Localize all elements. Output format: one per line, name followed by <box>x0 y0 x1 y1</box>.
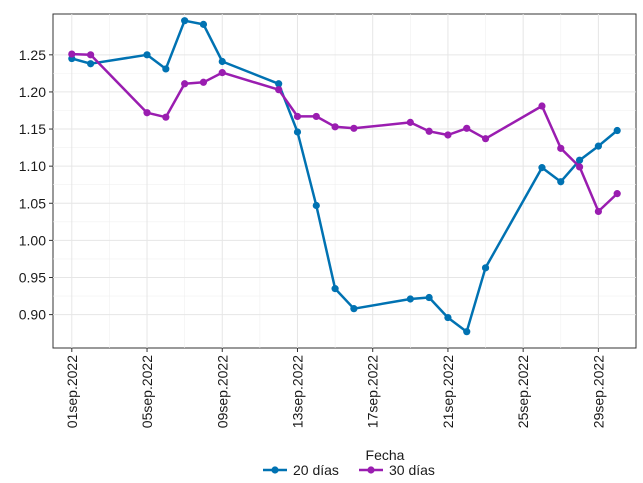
y-tick-label: 0.95 <box>19 269 46 285</box>
data-point-series-2 <box>557 144 565 152</box>
y-tick-label: 0.90 <box>19 307 46 323</box>
data-point-series-1 <box>594 142 602 150</box>
x-tick-label: 01sep.2022 <box>64 355 80 428</box>
x-tick-label: 21sep.2022 <box>440 355 456 428</box>
data-point-series-1 <box>181 17 189 25</box>
data-point-series-2 <box>87 51 95 59</box>
data-point-series-1 <box>87 60 95 68</box>
data-point-series-1 <box>350 305 358 313</box>
data-point-series-2 <box>181 80 189 88</box>
data-point-series-1 <box>199 20 208 28</box>
data-point-series-1 <box>538 164 546 172</box>
data-point-series-1 <box>218 57 226 66</box>
legend-title: Fecha <box>366 447 405 463</box>
data-point-series-1 <box>293 128 302 136</box>
grid-lines <box>53 14 636 348</box>
data-point-series-2 <box>68 50 76 58</box>
data-point-series-2 <box>481 135 490 143</box>
series-lines <box>68 17 621 336</box>
data-point-series-2 <box>350 124 358 132</box>
data-point-series-2 <box>218 69 226 77</box>
y-tick-label: 1.05 <box>19 195 46 211</box>
data-point-series-2 <box>331 123 339 131</box>
data-point-series-1 <box>162 65 170 73</box>
data-point-series-1 <box>444 313 452 322</box>
legend-label: 30 días <box>389 462 435 478</box>
data-point-series-2 <box>594 207 602 216</box>
y-tick-label: 1.25 <box>19 47 46 63</box>
y-tick-label: 1.15 <box>19 121 46 137</box>
data-point-series-2 <box>463 124 471 132</box>
legend-key-point <box>271 466 279 474</box>
x-tick-label: 29sep.2022 <box>590 355 606 428</box>
data-point-series-1 <box>557 178 565 186</box>
data-point-series-2 <box>613 190 621 198</box>
legend-label: 20 días <box>293 462 339 478</box>
plot-panel <box>52 13 637 349</box>
x-tick-label: 13sep.2022 <box>289 355 305 428</box>
data-point-series-2 <box>143 109 151 117</box>
data-point-series-1 <box>312 201 320 210</box>
data-point-series-2 <box>312 112 320 121</box>
x-tick-label: 09sep.2022 <box>214 355 230 428</box>
y-axis: 0.90 0.95 1.00 1.05 1.10 1.15 1.20 1.25 <box>19 47 53 323</box>
series-line-1 <box>71 19 618 333</box>
data-point-series-1 <box>275 80 283 88</box>
data-point-series-1 <box>143 51 151 59</box>
legend-key-point <box>367 466 375 474</box>
data-point-series-1 <box>613 126 621 135</box>
x-tick-label: 05sep.2022 <box>139 355 155 428</box>
data-point-series-2 <box>199 78 208 86</box>
data-point-series-1 <box>481 264 490 272</box>
data-point-series-2 <box>575 163 584 171</box>
data-point-series-2 <box>406 118 414 126</box>
data-point-series-1 <box>331 285 339 293</box>
data-point-series-2 <box>538 102 546 110</box>
data-point-series-1 <box>463 328 471 336</box>
x-tick-label: 17sep.2022 <box>365 355 381 428</box>
legend: Fecha 20 días 30 días <box>263 447 435 478</box>
y-tick-label: 1.00 <box>19 232 46 248</box>
x-axis: 01sep.2022 05sep.2022 09sep.2022 13sep.2022… <box>64 348 606 428</box>
series-line-2 <box>71 52 619 213</box>
data-point-series-2 <box>162 113 170 121</box>
data-point-series-2 <box>293 112 302 121</box>
x-tick-label: 25sep.2022 <box>515 355 531 428</box>
y-tick-label: 1.10 <box>19 158 46 174</box>
data-point-series-2 <box>275 86 283 94</box>
data-point-series-1 <box>575 156 584 164</box>
data-point-series-2 <box>425 127 433 135</box>
data-point-series-2 <box>444 131 452 139</box>
y-tick-label: 1.20 <box>19 84 46 100</box>
data-point-series-1 <box>406 295 414 303</box>
data-point-series-1 <box>425 293 433 302</box>
